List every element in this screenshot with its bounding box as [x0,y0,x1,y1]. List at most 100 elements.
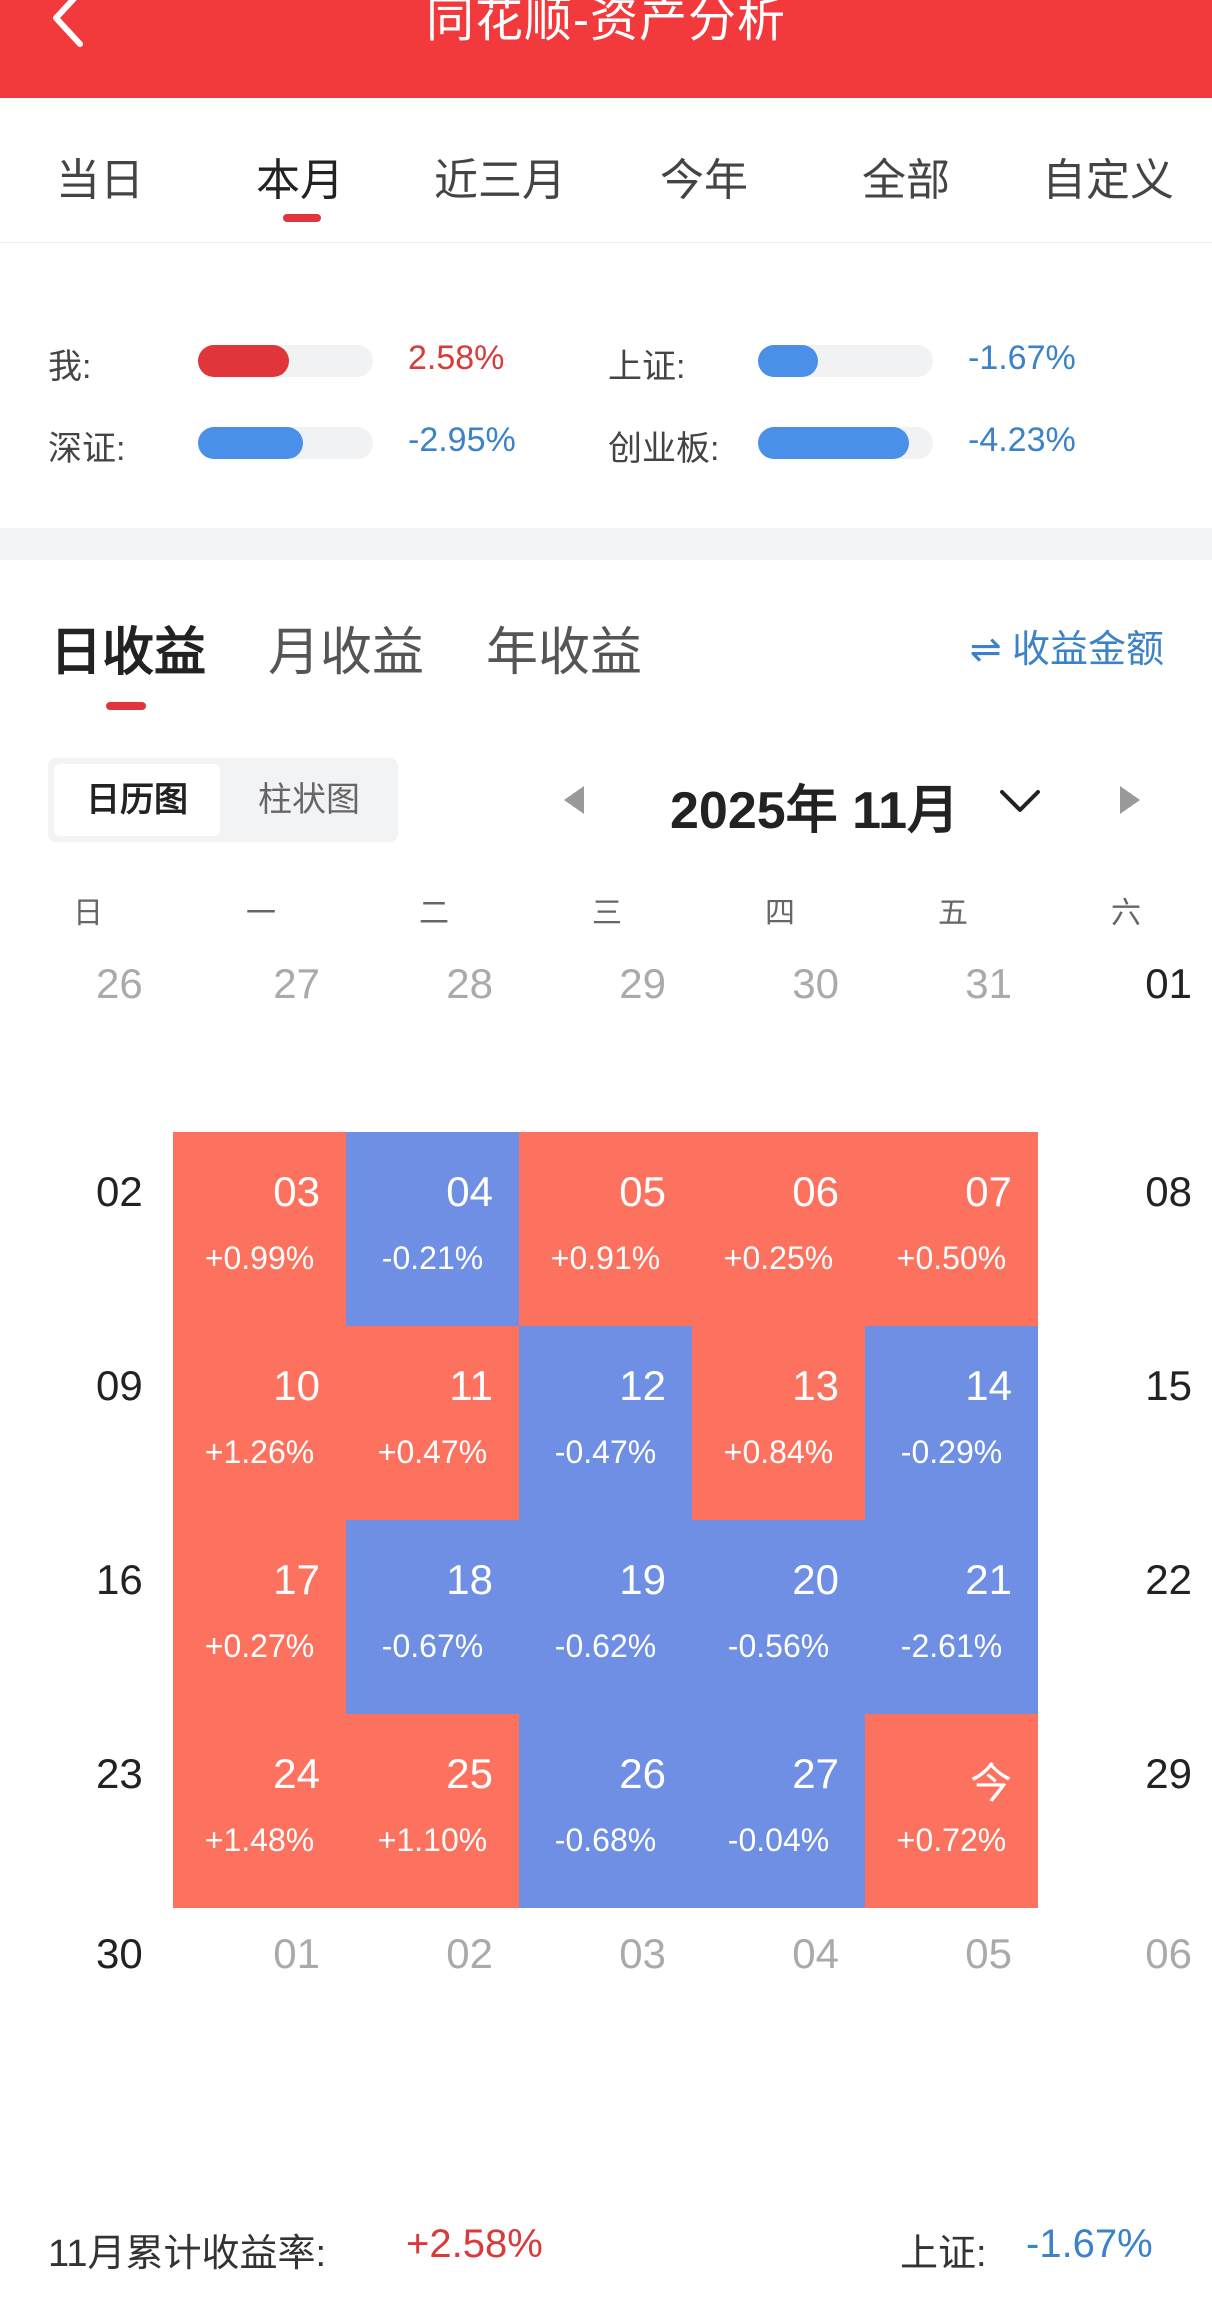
daily-return: -0.67% [381,1628,484,1664]
tab-custom[interactable]: 自定义 [1042,156,1174,205]
day-number: 29 [619,960,666,1007]
daily-return: +1.48% [204,1822,315,1858]
day-number: 07 [965,1168,1012,1215]
caret-left-icon [564,786,584,814]
calendar-day-cell[interactable]: 17 +0.27% [173,1520,346,1714]
calendar-day-cell[interactable]: 12 -0.47% [519,1326,692,1520]
calendar-day[interactable]: 23 [0,1714,173,1908]
profit-tab-indicator [106,702,146,710]
tab-this-year[interactable]: 今年 [660,156,748,205]
calendar-day-cell[interactable]: 26 -0.68% [519,1714,692,1908]
tab-monthly-profit[interactable]: 月收益 [268,624,425,682]
calendar-day-cell[interactable]: 24 +1.48% [173,1714,346,1908]
tab-this-month[interactable]: 本月 [256,156,344,205]
month-dropdown-button[interactable] [998,786,1042,821]
compare-fill-sh [758,345,818,377]
calendar-day[interactable]: 01 [173,1894,346,2088]
day-number: 02 [96,1168,143,1215]
benchmark-value: -1.67% [1026,2222,1153,2266]
prev-month-button[interactable] [560,782,588,823]
calendar-day-cell[interactable]: 25 +1.10% [346,1714,519,1908]
compare-label-me: 我: [48,348,92,386]
daily-return: +0.99% [204,1240,315,1276]
calendar-day-cell[interactable]: 03 +0.99% [173,1132,346,1326]
daily-return: +0.50% [896,1240,1007,1276]
back-button[interactable] [48,0,108,60]
daily-return: +0.84% [723,1434,834,1470]
calendar-day[interactable]: 22 [1039,1520,1212,1714]
calendar-day-cell[interactable]: 04 -0.21% [346,1132,519,1326]
calendar-day[interactable]: 29 [1039,1714,1212,1908]
profit-amount-toggle[interactable]: ⇌ 收益金额 [969,629,1164,671]
calendar-day[interactable]: 03 [519,1894,692,2088]
day-number: 28 [446,960,493,1007]
day-number: 04 [446,1168,493,1215]
bar-chart-view-option[interactable]: 柱状图 [258,781,360,819]
day-number: 04 [792,1930,839,1977]
calendar-day-cell[interactable]: 27 -0.04% [692,1714,865,1908]
calendar-day-cell[interactable]: 20 -0.56% [692,1520,865,1714]
calendar-day-cell[interactable]: 18 -0.67% [346,1520,519,1714]
calendar-day-cell[interactable]: 19 -0.62% [519,1520,692,1714]
day-number: 29 [1145,1750,1192,1797]
daily-return: -0.56% [727,1628,830,1664]
calendar-day[interactable]: 02 [0,1132,173,1326]
tab-daily-profit[interactable]: 日收益 [50,624,207,682]
calendar-day[interactable]: 01 [1039,924,1212,1118]
next-month-button[interactable] [1116,782,1144,823]
calendar-day-cell[interactable]: 05 +0.91% [519,1132,692,1326]
tab-three-months[interactable]: 近三月 [434,156,566,205]
calendar-day[interactable]: 16 [0,1520,173,1714]
weekday-label: 日 [73,897,103,930]
day-number: 05 [965,1930,1012,1977]
day-number: 16 [96,1556,143,1603]
month-selector[interactable]: 2025年 11月 [670,782,960,840]
tab-yearly-profit[interactable]: 年收益 [486,624,643,682]
daily-return: +1.26% [204,1434,315,1470]
period-tabs: 当日 本月 近三月 今年 全部 自定义 [0,98,1212,243]
app-header: 同花顺-资产分析 [0,0,1212,98]
calendar-day-cell[interactable]: 13 +0.84% [692,1326,865,1520]
compare-label-sh: 上证: [608,348,686,386]
calendar-day-cell[interactable]: 11 +0.47% [346,1326,519,1520]
tab-all[interactable]: 全部 [862,156,950,205]
calendar-day[interactable]: 30 [692,924,865,1118]
day-number: 03 [619,1930,666,1977]
calendar-day[interactable]: 29 [519,924,692,1118]
day-number: 10 [273,1362,320,1409]
calendar-day[interactable]: 30 [0,1894,173,2088]
calendar-view-option[interactable]: 日历图 [54,764,220,836]
calendar-day-cell[interactable]: 10 +1.26% [173,1326,346,1520]
calendar-day[interactable]: 31 [865,924,1038,1118]
day-number: 20 [792,1556,839,1603]
day-number: 11 [449,1362,493,1409]
calendar-day[interactable]: 09 [0,1326,173,1520]
calendar-day-cell[interactable]: 06 +0.25% [692,1132,865,1326]
daily-return: +1.10% [377,1822,488,1858]
index-comparison: 我: 2.58% 上证: -1.67% 深证: -2.95% 创业板: -4.2… [0,243,1212,528]
calendar-day[interactable]: 08 [1039,1132,1212,1326]
tab-today[interactable]: 当日 [56,156,144,205]
calendar-day-cell[interactable]: 07 +0.50% [865,1132,1038,1326]
calendar-day[interactable]: 26 [0,924,173,1118]
calendar-day[interactable]: 05 [865,1894,1038,2088]
daily-return: -0.68% [554,1822,657,1858]
compare-bar-sh [758,345,933,377]
calendar-day[interactable]: 04 [692,1894,865,2088]
calendar-day[interactable]: 06 [1039,1894,1212,2088]
calendar-day[interactable]: 27 [173,924,346,1118]
day-number: 23 [96,1750,143,1797]
calendar-day[interactable]: 02 [346,1894,519,2088]
calendar-day[interactable]: 28 [346,924,519,1118]
day-number: 06 [792,1168,839,1215]
calendar-day-cell[interactable]: 14 -0.29% [865,1326,1038,1520]
calendar-day-cell[interactable]: 21 -2.61% [865,1520,1038,1714]
calendar-day[interactable]: 15 [1039,1326,1212,1520]
weekday-label: 五 [938,897,968,930]
calendar-day-cell[interactable]: 今 +0.72% [865,1714,1038,1908]
day-number: 19 [619,1556,666,1603]
daily-return: +0.91% [550,1240,661,1276]
day-number: 01 [273,1930,320,1977]
monthly-return-value: +2.58% [406,2222,543,2266]
weekday-label: 六 [1111,897,1141,930]
